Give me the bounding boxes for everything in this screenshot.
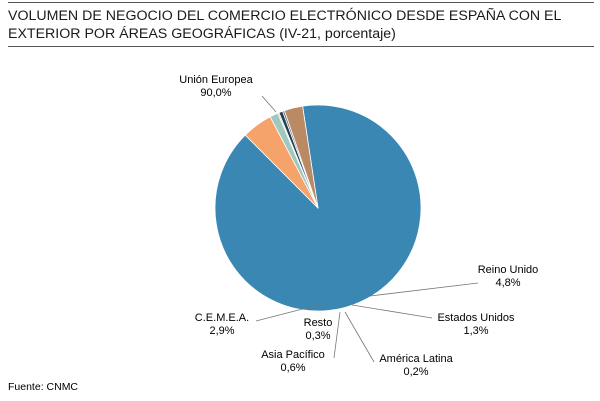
leader-line-union-europea [261,95,277,113]
slice-label-value-estados-unidos: 1,3% [463,325,488,337]
leader-line-c-e-m-e-a [255,303,323,322]
slice-label-name-union-europea: Unión Europea [179,74,253,86]
slice-label-value-asia-pacifico: 0,6% [280,362,305,374]
slice-label-name-reino-unido: Reino Unido [478,264,539,276]
slice-label-value-resto: 0,3% [305,330,330,342]
leader-line-asia-pacifico [333,311,341,359]
leader-line-estados-unidos [351,304,433,319]
slice-label-name-america-latina: América Latina [379,353,453,365]
slice-label-value-america-latina: 0,2% [403,366,428,378]
slice-label-value-union-europea: 90,0% [200,87,231,99]
chart-title: VOLUMEN DE NEGOCIO DEL COMERCIO ELECTRÓN… [8,8,561,42]
leader-line-america-latina [344,311,375,363]
slice-label-name-estados-unidos: Estados Unidos [437,312,515,324]
leader-lines [255,95,479,363]
title-bottom-rule [8,46,594,47]
title-top-rule [8,2,594,3]
source-note: Fuente: CNMC [8,381,79,393]
slice-label-value-reino-unido: 4,8% [495,277,520,289]
slice-label-name-asia-pacifico: Asia Pacífico [261,349,325,361]
slice-label-name-resto: Resto [304,317,333,329]
slice-label-name-c-e-m-e-a: C.E.M.E.A. [195,312,249,324]
pie-slice-c-e-m-e-a [283,105,319,209]
leader-line-reino-unido [369,282,479,297]
slice-label-value-c-e-m-e-a: 2,9% [209,325,234,337]
pie-slices [214,104,422,312]
